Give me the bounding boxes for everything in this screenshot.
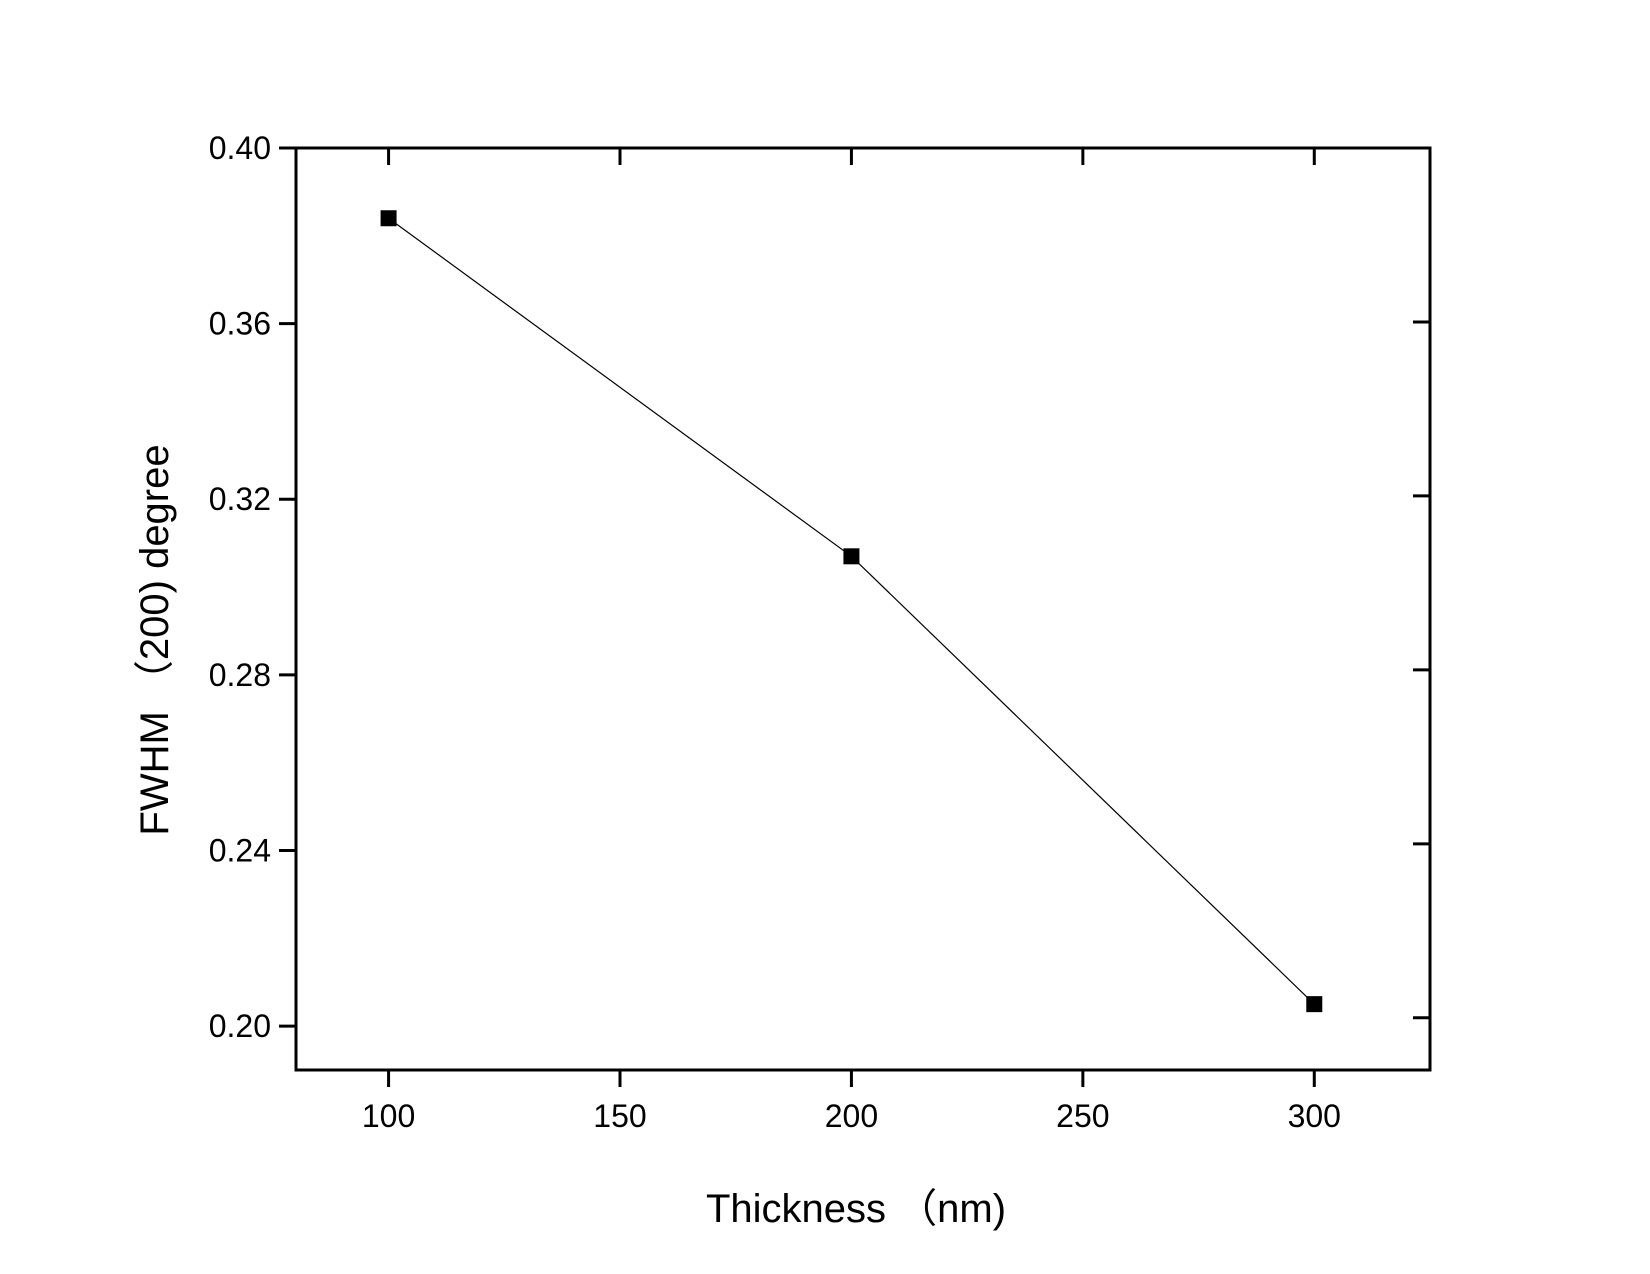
data-point [380, 210, 397, 227]
plot-frame [294, 146, 1432, 1072]
y-tick-label: 0.20 [209, 1008, 271, 1044]
series-line [388, 217, 1315, 1005]
y-tick-label: 0.28 [209, 657, 271, 693]
data-point [843, 548, 860, 565]
tick-labels: 100 150 200 250 300 0.20 0.24 0.28 0.32 0.36 0.40 [209, 130, 1341, 1134]
series-layer [380, 210, 1323, 1013]
axis-ticks [279, 146, 1430, 1087]
x-tick-label: 250 [1056, 1098, 1109, 1134]
y-tick-label: 0.32 [209, 481, 271, 517]
y-tick-label: 0.24 [209, 832, 271, 868]
x-tick-label: 150 [593, 1098, 646, 1134]
y-tick-label: 0.36 [209, 306, 271, 342]
y-tick-label: 0.40 [209, 130, 271, 166]
x-tick-label: 300 [1288, 1098, 1341, 1134]
x-tick-label: 100 [362, 1098, 415, 1134]
x-axis-title: Thickness （nm) [706, 1187, 1006, 1231]
y-axis-title: FWHM （200) degree [133, 444, 177, 835]
x-tick-label: 200 [825, 1098, 878, 1134]
data-point [1306, 996, 1323, 1013]
